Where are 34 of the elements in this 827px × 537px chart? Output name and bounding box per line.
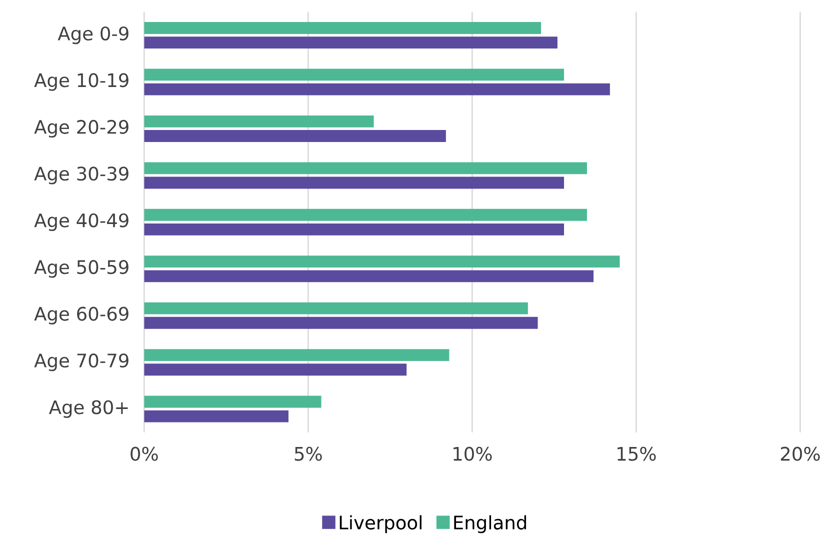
- x-tick-label: 5%: [294, 446, 322, 461]
- bar: [144, 162, 587, 174]
- y-tick-label: Age 0-9: [58, 26, 128, 44]
- bar: [144, 223, 564, 236]
- x-tick-label: 15%: [618, 446, 656, 461]
- bar: [144, 83, 610, 96]
- bar: [144, 255, 620, 268]
- bar: [144, 130, 446, 142]
- bar: [144, 208, 587, 221]
- y-tick-label: Age 80+: [48, 400, 128, 418]
- bar: [144, 302, 528, 314]
- bar: [144, 68, 564, 80]
- legend-label: England: [454, 515, 526, 533]
- x-tick-label: 10%: [454, 446, 492, 461]
- bar: [144, 410, 288, 422]
- bar: [144, 270, 594, 282]
- y-tick-label: Age 70-79: [34, 353, 128, 371]
- bar: [144, 176, 564, 189]
- bar: [144, 316, 538, 329]
- bar: [144, 396, 322, 408]
- bar: [144, 22, 542, 34]
- x-tick-label: 20%: [780, 446, 820, 461]
- y-tick-label: Age 50-59: [34, 260, 128, 278]
- bar: [144, 363, 407, 376]
- y-tick-label: Age 60-69: [34, 306, 128, 324]
- legend-label: Liverpool: [340, 515, 422, 533]
- y-tick-label: Age 10-19: [34, 72, 128, 91]
- y-tick-label: Age 30-39: [34, 166, 128, 184]
- bar: [144, 115, 374, 128]
- y-tick-label: Age 20-29: [34, 120, 128, 138]
- bar: [144, 348, 450, 361]
- x-tick-label: 0%: [130, 446, 158, 461]
- y-tick-label: Age 40-49: [34, 213, 128, 231]
- bar: [144, 36, 558, 48]
